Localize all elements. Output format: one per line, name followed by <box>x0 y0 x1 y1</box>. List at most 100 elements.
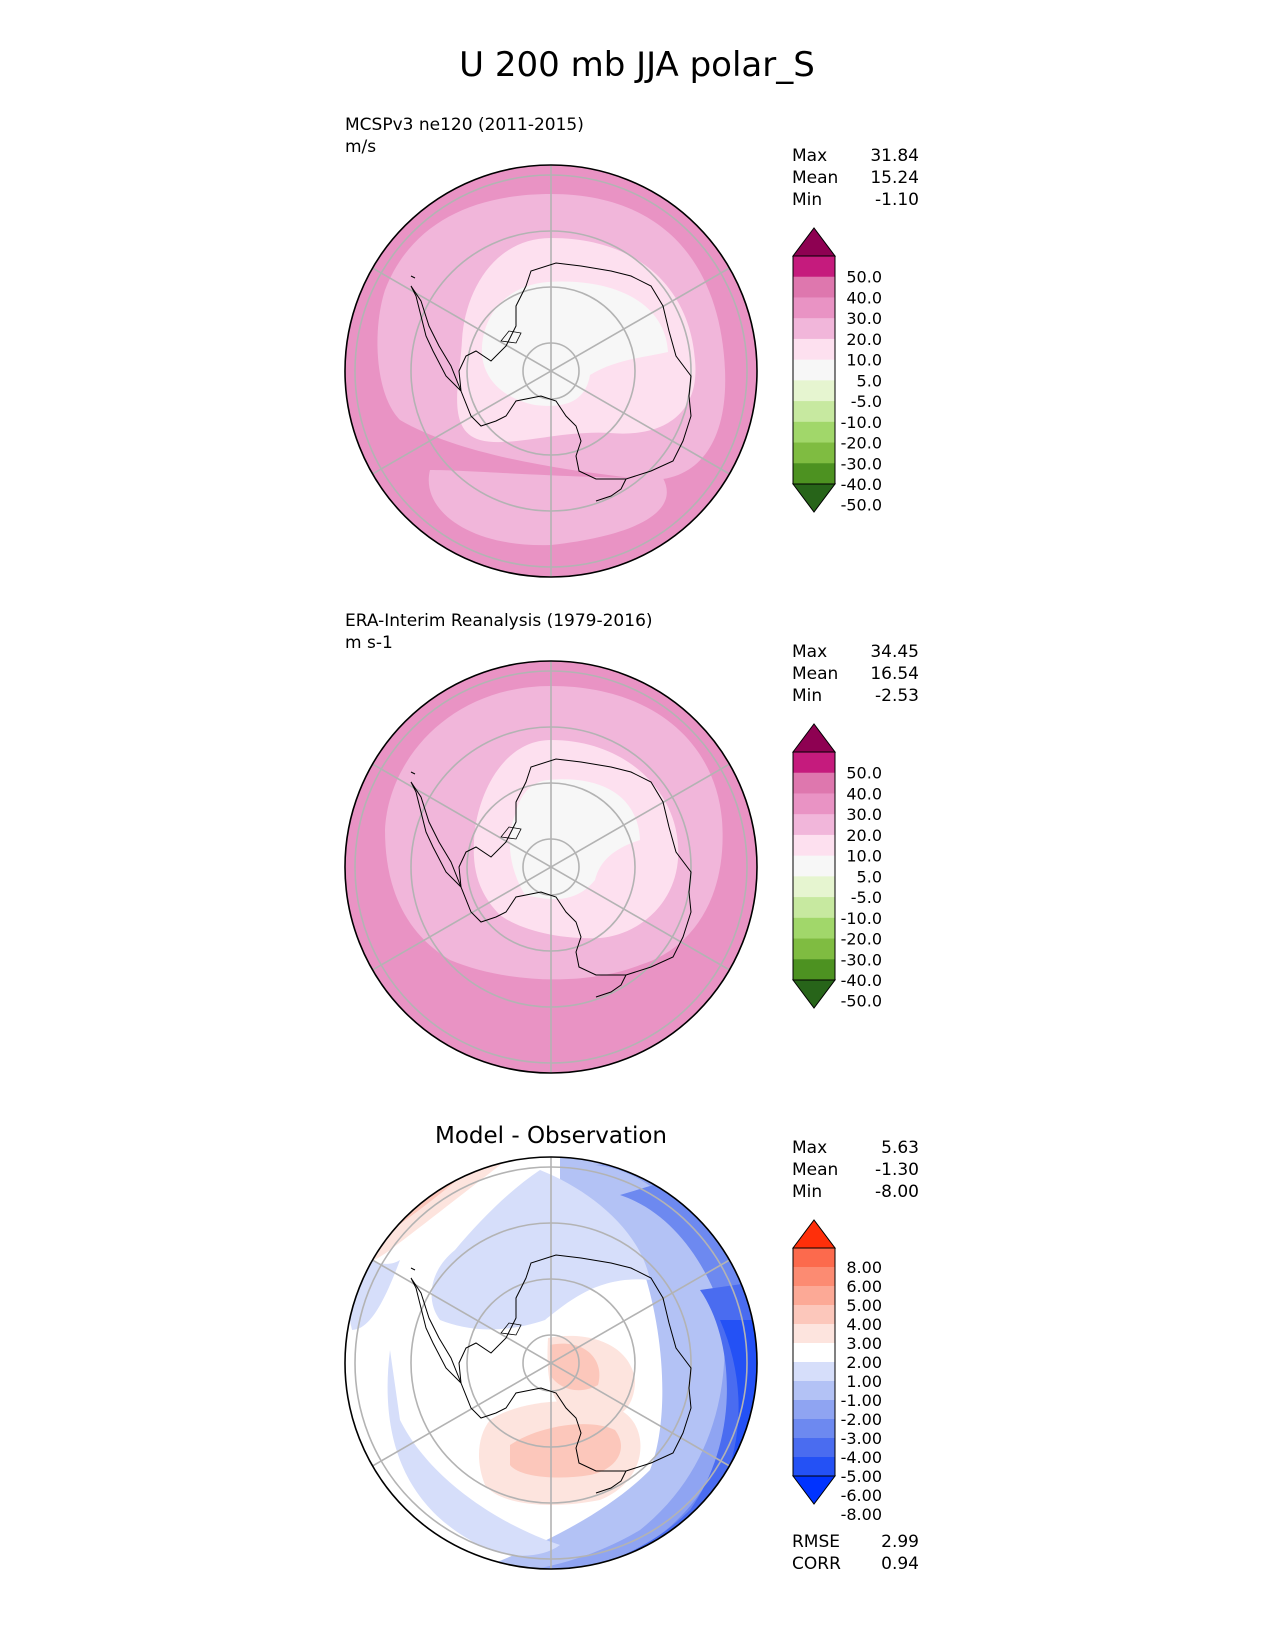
difference-colorbar-segment <box>793 1419 835 1439</box>
test-stat-max-value: 31.84 <box>870 146 919 166</box>
reference-panel-units: m s-1 <box>345 633 393 653</box>
reference-colorbar-outline <box>792 751 836 981</box>
rmse-value: 2.99 <box>881 1532 919 1552</box>
test-colorbar-tick-label: 50.0 <box>846 268 882 287</box>
difference-stat-mean-value: -1.30 <box>875 1160 919 1180</box>
difference-colorbar-segment <box>793 1286 835 1306</box>
reference-colorbar-tick-label: -10.0 <box>841 909 882 928</box>
difference-colorbar-extend-min <box>792 1475 836 1505</box>
reference-colorbar-segment <box>793 938 835 960</box>
test-colorbar-tick-label: -40.0 <box>841 475 882 494</box>
test-colorbar-tick-label: -10.0 <box>841 413 882 432</box>
difference-colorbar-segment <box>793 1267 835 1287</box>
difference-colorbar-segment <box>793 1362 835 1382</box>
reference-stat-max-label: Max <box>792 642 827 662</box>
test-colorbar-outline <box>792 255 836 485</box>
reference-stat-min-label: Min <box>792 686 822 706</box>
difference-panel: Model - Observation <box>344 1123 919 1574</box>
reference-colorbar-segment <box>793 959 835 981</box>
test-stat-min-value: -1.10 <box>875 190 919 210</box>
reference-map <box>345 661 757 1073</box>
corr-value: 0.94 <box>881 1554 919 1574</box>
test-panel: MCSPv3 ne120 (2011-2015) m/s Max 31.84 M… <box>344 115 919 578</box>
test-colorbar-segment <box>793 256 835 278</box>
test-colorbar-segment <box>793 338 835 361</box>
test-colorbar-segment <box>793 380 835 402</box>
reference-colorbar-tick-label: -30.0 <box>841 950 882 969</box>
difference-colorbar-segment <box>793 1324 835 1344</box>
reference-colorbar-segment <box>793 917 835 940</box>
test-colorbar-tick-label: 5.0 <box>857 371 882 390</box>
test-map-boundary <box>344 164 758 578</box>
test-colorbar-segment <box>793 401 835 423</box>
difference-colorbar-tick-label: -4.00 <box>841 1448 882 1467</box>
reference-colorbar-tick-label: -40.0 <box>841 971 882 990</box>
test-colorbar-tick-label: -50.0 <box>841 496 882 515</box>
test-colorbar-tick-label: -20.0 <box>841 434 882 453</box>
rmse-label: RMSE <box>792 1532 840 1552</box>
reference-colorbar-segment <box>793 876 835 898</box>
reference-colorbar-tick-label: 5.0 <box>857 867 882 886</box>
reference-colorbar-tick-label: -20.0 <box>841 930 882 949</box>
difference-map-boundary <box>344 1156 758 1570</box>
reference-colorbar-tick-label: 20.0 <box>846 826 882 845</box>
difference-colorbar-tick-label: -5.00 <box>841 1467 882 1486</box>
reference-stats: Max 34.45 Mean 16.54 Min -2.53 <box>792 642 919 706</box>
difference-stat-mean-label: Mean <box>792 1160 838 1180</box>
reference-colorbar-segment <box>793 855 835 877</box>
test-stat-max-label: Max <box>792 146 827 166</box>
reference-colorbar-tick-label: 10.0 <box>846 847 882 866</box>
test-colorbar-segment <box>793 318 835 340</box>
test-colorbar-segment <box>793 463 835 485</box>
reference-stat-mean-label: Mean <box>792 664 838 684</box>
reference-colorbar-tick-label: 50.0 <box>846 764 882 783</box>
difference-extra-stats: RMSE 2.99 CORR 0.94 <box>792 1532 919 1574</box>
difference-panel-title: Model - Observation <box>435 1123 667 1149</box>
reference-colorbar-tick-label: -50.0 <box>841 992 882 1011</box>
reference-map-boundary <box>344 660 758 1074</box>
difference-colorbar-tick-label: 3.00 <box>846 1334 882 1353</box>
figure-title: U 200 mb JJA polar_S <box>459 45 815 85</box>
difference-colorbar-tick-label: 8.00 <box>846 1258 882 1277</box>
difference-colorbar: 8.006.005.004.003.002.001.00-1.00-2.00-3… <box>792 1219 882 1524</box>
test-colorbar-tick-label: 40.0 <box>846 288 882 307</box>
difference-stat-max-value: 5.63 <box>881 1138 919 1158</box>
test-colorbar-extend-min <box>792 483 836 513</box>
test-colorbar-segment <box>793 359 835 381</box>
test-colorbar-segment <box>793 297 835 319</box>
reference-colorbar-segment <box>793 814 835 836</box>
reference-panel-title: ERA-Interim Reanalysis (1979-2016) <box>345 611 653 631</box>
difference-stats: Max 5.63 Mean -1.30 Min -8.00 <box>792 1138 919 1202</box>
difference-stat-min-label: Min <box>792 1182 822 1202</box>
difference-colorbar-tick-label: 6.00 <box>846 1277 882 1296</box>
difference-colorbar-tick-label: -3.00 <box>841 1429 882 1448</box>
difference-stat-min-value: -8.00 <box>875 1182 919 1202</box>
difference-colorbar-segment <box>793 1305 835 1325</box>
test-colorbar-segment <box>793 276 835 298</box>
test-stats: Max 31.84 Mean 15.24 Min -1.10 <box>792 146 919 210</box>
reference-colorbar-extend-max <box>792 723 836 753</box>
reference-colorbar: 50.040.0 30.0 20.0 10.05.0 -5.0 -10.0 -20.0-30… <box>792 723 882 1011</box>
reference-colorbar-segment <box>793 897 835 919</box>
test-panel-title: MCSPv3 ne120 (2011-2015) <box>345 115 584 135</box>
reference-colorbar-tick-label: -5.0 <box>851 888 882 907</box>
reference-stat-max-value: 34.45 <box>870 642 919 662</box>
test-colorbar-tick-label: 10.0 <box>846 351 882 370</box>
reference-colorbar-tick-label: 40.0 <box>846 784 882 803</box>
difference-colorbar-segment <box>793 1381 835 1401</box>
test-stat-mean-value: 15.24 <box>870 168 919 188</box>
difference-colorbar-segment <box>793 1248 835 1268</box>
test-colorbar-tick-label: -5.0 <box>851 392 882 411</box>
difference-colorbar-segment <box>793 1457 835 1477</box>
difference-colorbar-tick-label: 4.00 <box>846 1315 882 1334</box>
test-map <box>345 165 757 577</box>
reference-colorbar-tick-label: 30.0 <box>846 805 882 824</box>
reference-colorbar-segment <box>793 793 835 815</box>
test-colorbar-tick-label: 30.0 <box>846 309 882 328</box>
difference-colorbar-tick-label: 5.00 <box>846 1296 882 1315</box>
test-panel-units: m/s <box>345 137 376 157</box>
difference-colorbar-extend-max <box>792 1219 836 1249</box>
reference-stat-min-value: -2.53 <box>875 686 919 706</box>
difference-stat-max-label: Max <box>792 1138 827 1158</box>
